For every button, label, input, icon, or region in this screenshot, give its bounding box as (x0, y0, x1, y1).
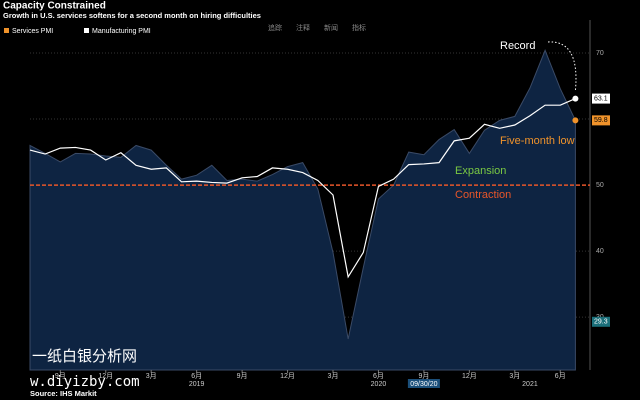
annotation: Expansion (455, 165, 506, 177)
x-tick-label: 6月 (191, 372, 202, 380)
y-tick-label: 70 (596, 50, 604, 57)
value-tag-label: 59.8 (594, 117, 608, 124)
year-label: 2020 (371, 381, 387, 388)
toolbar-item[interactable]: 指标 (352, 23, 366, 32)
year-label: 2021 (522, 381, 538, 388)
source: Source: IHS Markit (30, 389, 97, 398)
x-tick-label: 9月 (55, 372, 66, 380)
watermark: 一纸白银分析网 (32, 348, 137, 365)
value-tag (592, 115, 610, 126)
toolbar-item[interactable]: 新闻 (324, 23, 338, 32)
annotation: Record (500, 40, 535, 52)
toolbar-item[interactable]: 注释 (296, 23, 310, 32)
x-tick-label: 12月 (462, 372, 477, 380)
cursor-tag (407, 379, 440, 388)
legend-label: Manufacturing PMI (92, 28, 151, 35)
chart-subtitle: Growth in U.S. services softens for a se… (3, 11, 261, 20)
chart-title: Capacity Constrained (3, 1, 106, 12)
x-tick-label: 3月 (509, 372, 520, 380)
x-tick-label: 12月 (280, 372, 295, 380)
annotation: Contraction (455, 189, 511, 201)
end-marker (572, 95, 579, 102)
value-tag-label: 63.1 (594, 95, 608, 102)
legend-label: Services PMI (12, 28, 53, 35)
cursor-date: 09/30/20 (410, 381, 437, 388)
value-tag (592, 316, 610, 327)
y-tick-label: 50 (596, 182, 604, 189)
year-label: 2019 (189, 381, 205, 388)
x-tick-label: 6月 (555, 372, 566, 380)
toolbar-item[interactable]: 追踪 (268, 23, 282, 32)
x-tick-label: 9月 (418, 372, 429, 380)
x-tick-label: 3月 (328, 372, 339, 380)
watermark: w.diyizby.com (30, 374, 140, 390)
x-tick-label: 3月 (146, 372, 157, 380)
annotation: Five-month low (500, 135, 575, 147)
legend-swatch (4, 28, 9, 33)
x-tick-label: 9月 (237, 372, 248, 380)
x-tick-label: 12月 (98, 372, 113, 380)
y-tick-label: 40 (596, 248, 604, 255)
value-tag-label: 29.3 (594, 319, 608, 326)
manufacturing-line (29, 98, 576, 279)
annotation-arrow (547, 41, 577, 91)
x-tick-label: 6月 (373, 372, 384, 380)
end-marker (572, 117, 579, 124)
value-tag (592, 93, 610, 104)
legend-swatch (84, 28, 89, 33)
